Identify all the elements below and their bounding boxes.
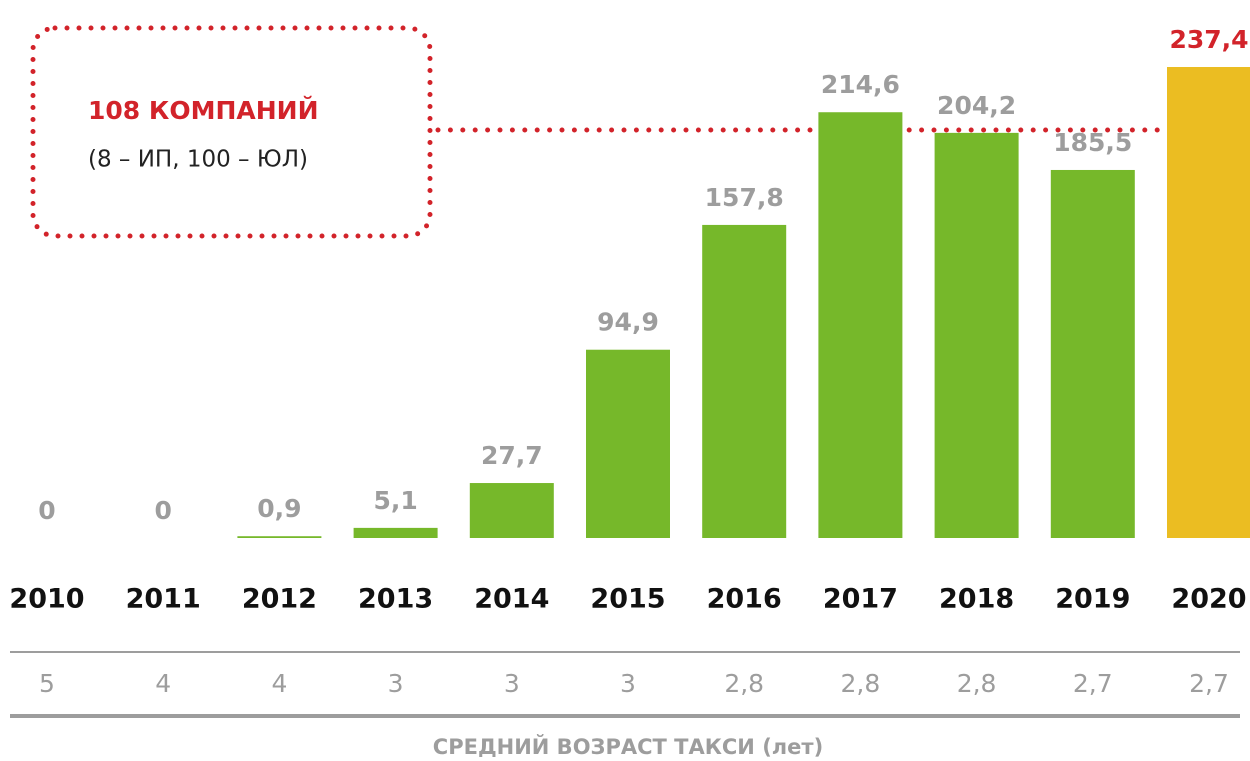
age-value: 4 bbox=[155, 669, 171, 698]
bar bbox=[934, 132, 1019, 538]
bar bbox=[469, 483, 554, 538]
annotation-box bbox=[30, 25, 433, 239]
age-value: 2,8 bbox=[957, 669, 997, 698]
bar bbox=[702, 224, 787, 539]
bar bbox=[353, 527, 438, 538]
x-tick-label: 2013 bbox=[358, 584, 433, 615]
age-value: 3 bbox=[504, 669, 520, 698]
bar bbox=[586, 349, 670, 538]
age-value: 5 bbox=[39, 669, 55, 698]
x-tick-label: 2019 bbox=[1055, 584, 1130, 615]
bar bbox=[237, 536, 322, 538]
age-value: 2,7 bbox=[1189, 669, 1229, 698]
age-value: 4 bbox=[271, 669, 287, 698]
bar bbox=[1050, 169, 1135, 539]
value-label: 94,9 bbox=[597, 308, 659, 337]
x-tick-label: 2011 bbox=[126, 584, 201, 615]
x-tick-label: 2020 bbox=[1171, 584, 1246, 615]
value-label: 204,2 bbox=[937, 91, 1016, 120]
value-label: 214,6 bbox=[821, 70, 900, 99]
age-value: 2,8 bbox=[724, 669, 764, 698]
x-tick-label: 2016 bbox=[707, 584, 782, 615]
x-tick-label: 2010 bbox=[9, 584, 84, 615]
age-value: 3 bbox=[388, 669, 404, 698]
annotation-title: 108 КОМПАНИЙ bbox=[88, 96, 319, 125]
x-tick-label: 2018 bbox=[939, 584, 1014, 615]
value-label: 185,5 bbox=[1053, 128, 1132, 157]
value-label: 0 bbox=[154, 496, 171, 525]
x-tick-label: 2012 bbox=[242, 584, 317, 615]
bar bbox=[818, 112, 903, 538]
age-value: 2,7 bbox=[1073, 669, 1113, 698]
age-value: 2,8 bbox=[841, 669, 881, 698]
value-label: 27,7 bbox=[481, 441, 543, 470]
value-label: 5,1 bbox=[373, 486, 417, 515]
value-label: 237,4 bbox=[1169, 25, 1248, 54]
bar bbox=[1167, 67, 1250, 538]
x-tick-label: 2017 bbox=[823, 584, 898, 615]
age-value: 3 bbox=[620, 669, 636, 698]
annotation-text: (8 – ИП, 100 – ЮЛ) bbox=[88, 147, 308, 173]
x-tick-label: 2015 bbox=[590, 584, 665, 615]
x-tick-label: 2014 bbox=[474, 584, 549, 615]
value-label: 0,9 bbox=[257, 494, 301, 523]
age-title: СРЕДНИЙ ВОЗРАСТ ТАКСИ (лет) bbox=[433, 734, 823, 757]
value-label: 157,8 bbox=[705, 183, 784, 212]
value-label: 0 bbox=[38, 496, 55, 525]
